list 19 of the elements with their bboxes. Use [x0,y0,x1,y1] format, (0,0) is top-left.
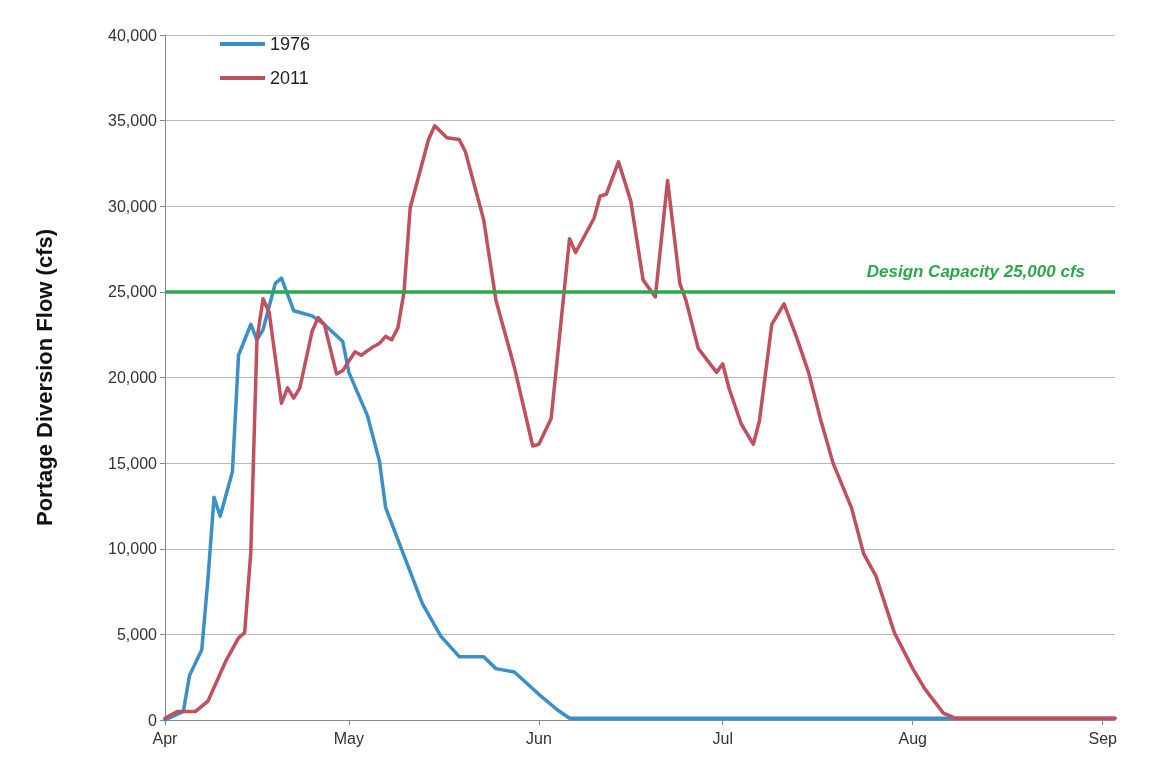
x-tick-label: Jun [525,729,552,747]
legend-label: 2011 [270,68,309,88]
x-tick-label: Aug [898,729,927,747]
x-tick-label: Apr [152,729,179,747]
y-tick-label: 30,000 [108,197,158,215]
x-tick-label: May [333,729,364,747]
y-tick-label: 5,000 [116,625,158,643]
y-tick-label: 15,000 [108,454,158,472]
y-tick-label: 25,000 [108,283,158,301]
y-axis-title: Portage Diversion Flow (cfs) [31,228,57,527]
y-tick-label: 20,000 [108,369,158,386]
x-tick-label: Jul [712,729,733,747]
y-tick-label: 10,000 [108,540,158,558]
ref-line-label: Design Capacity 25,000 cfs [866,261,1085,281]
y-tick-label: 35,000 [108,112,158,130]
legend-label: 1976 [270,34,311,54]
y-tick-label: 40,000 [108,26,158,44]
x-tick-label: Sep [1088,729,1118,747]
y-tick-label: 0 [148,711,158,729]
